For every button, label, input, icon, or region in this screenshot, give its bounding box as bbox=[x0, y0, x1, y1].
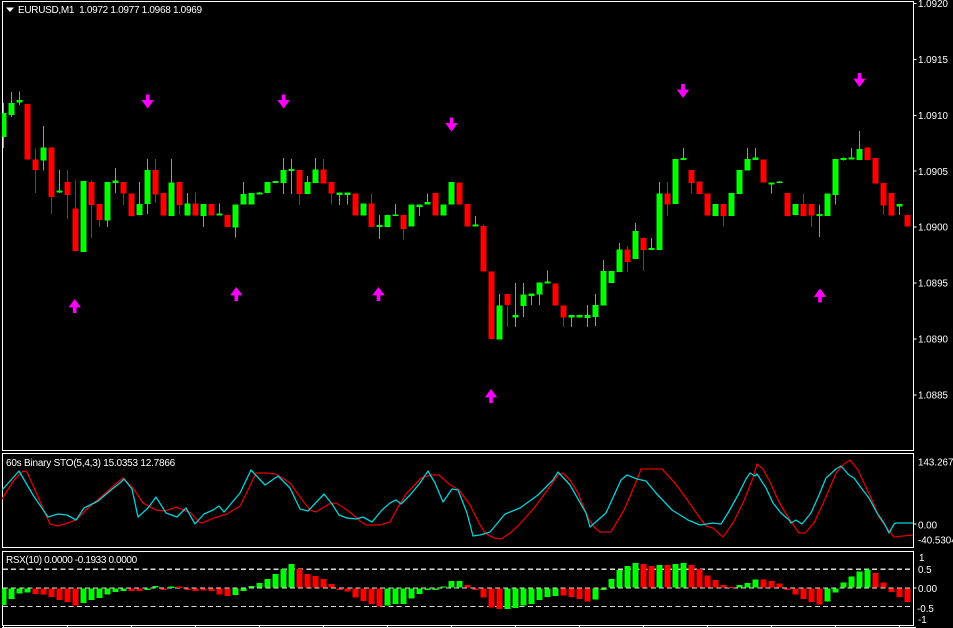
svg-text:143.2677: 143.2677 bbox=[918, 458, 953, 469]
svg-text:-40.5304: -40.5304 bbox=[918, 536, 953, 547]
svg-text:0.5: 0.5 bbox=[918, 565, 932, 576]
svg-text:RSX(10) 0.0000 -0.1933 0.0000: RSX(10) 0.0000 -0.1933 0.0000 bbox=[6, 555, 138, 566]
svg-text:1.0920: 1.0920 bbox=[918, 0, 949, 10]
svg-text:0.00: 0.00 bbox=[918, 584, 938, 595]
svg-text:1: 1 bbox=[919, 553, 924, 564]
svg-text:1.0895: 1.0895 bbox=[918, 279, 949, 290]
svg-text:1.0905: 1.0905 bbox=[918, 167, 949, 178]
svg-text:EURUSD,M1 1.0972 1.0977 1.096: EURUSD,M1 1.0972 1.0977 1.0968 1.0969 bbox=[18, 5, 202, 16]
svg-text:0.00: 0.00 bbox=[918, 521, 938, 532]
svg-text:1.0910: 1.0910 bbox=[918, 111, 949, 122]
svg-text:1.0915: 1.0915 bbox=[918, 55, 949, 66]
svg-text:1.0885: 1.0885 bbox=[918, 390, 949, 401]
svg-text:1.0890: 1.0890 bbox=[918, 335, 949, 346]
svg-text:60s Binary STO(5,4,3) 15.0353: 60s Binary STO(5,4,3) 15.0353 12.7866 bbox=[6, 458, 176, 469]
svg-text:1.0900: 1.0900 bbox=[918, 223, 949, 234]
svg-text:-0.5: -0.5 bbox=[917, 604, 934, 615]
svg-text:-1: -1 bbox=[918, 615, 927, 626]
